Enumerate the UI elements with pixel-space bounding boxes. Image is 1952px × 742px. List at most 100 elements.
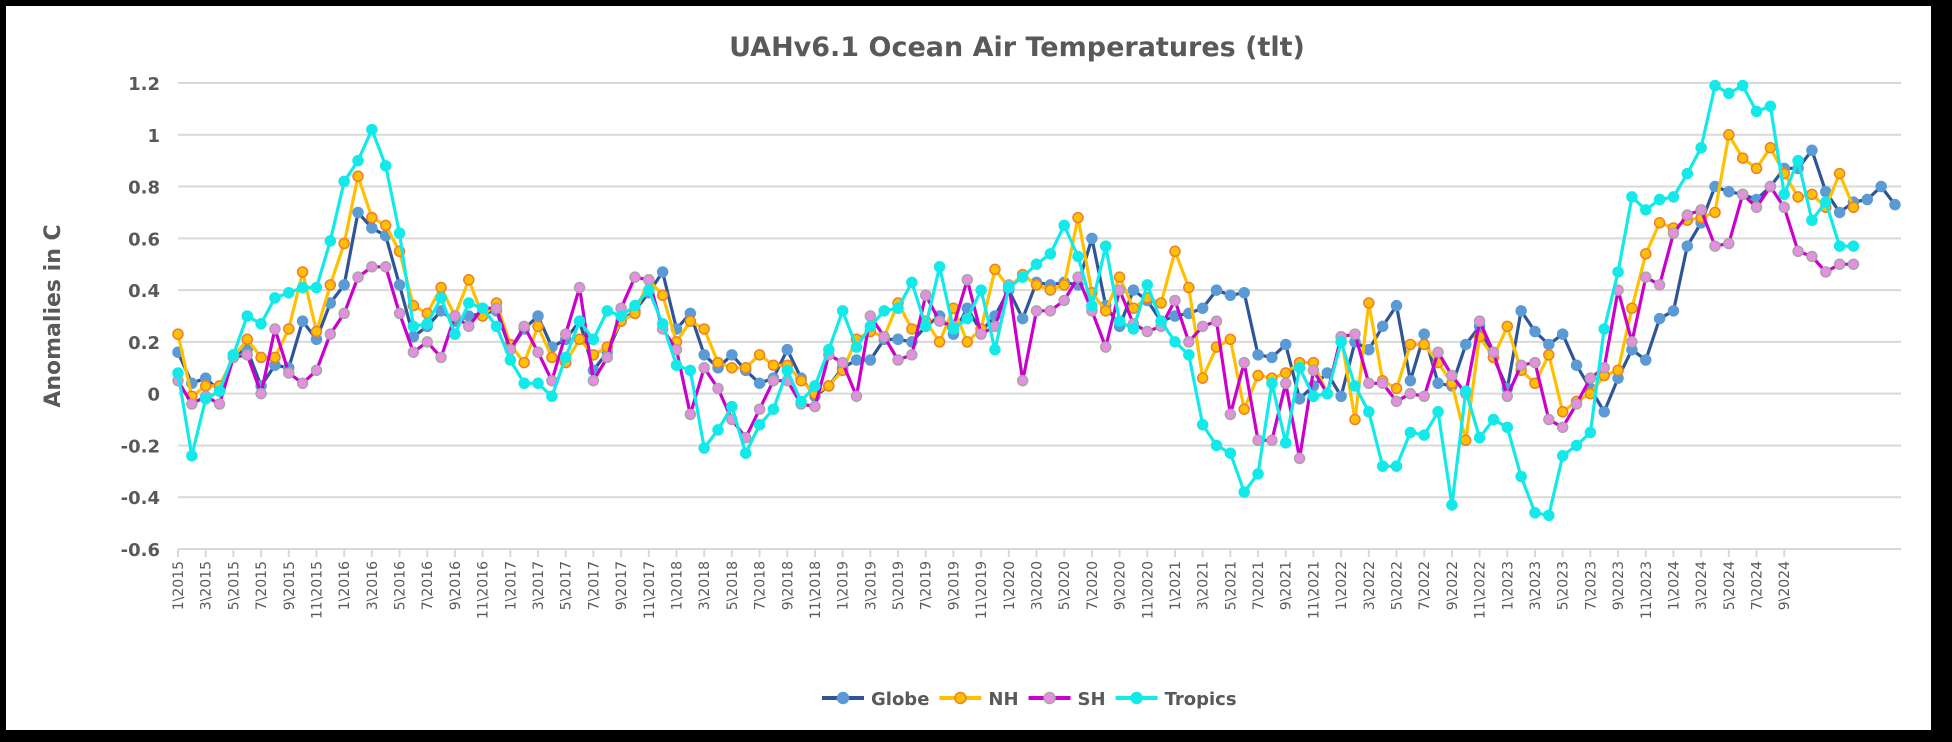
data-point <box>352 154 364 167</box>
data-point <box>1196 418 1209 431</box>
data-point <box>1418 429 1430 441</box>
data-point <box>1653 279 1666 291</box>
data-point <box>1127 284 1140 296</box>
data-point <box>698 349 710 361</box>
x-tick-label: 9\2021 <box>1279 561 1295 610</box>
data-point <box>269 292 281 304</box>
data-point <box>878 330 890 343</box>
data-point <box>1640 248 1652 260</box>
data-point <box>559 328 572 340</box>
data-point <box>1709 240 1721 252</box>
data-point <box>1044 248 1057 260</box>
data-point <box>435 292 447 304</box>
data-point <box>1030 258 1043 270</box>
x-tick-label: 5\2019 <box>891 561 907 610</box>
data-point <box>393 279 406 291</box>
x-tick-label: 7\2020 <box>1085 561 1101 610</box>
data-point <box>573 315 586 327</box>
data-point <box>1750 201 1763 214</box>
data-point <box>892 302 904 314</box>
data-point <box>836 305 849 317</box>
data-point <box>186 398 198 410</box>
data-point <box>1183 281 1195 294</box>
data-point <box>1847 201 1860 214</box>
x-tick-label: 3\2019 <box>863 561 879 610</box>
data-point <box>933 261 946 273</box>
data-point <box>1723 237 1735 250</box>
data-point <box>449 328 461 340</box>
data-point <box>1169 245 1181 258</box>
data-point <box>1806 214 1818 226</box>
data-point <box>656 318 669 330</box>
data-point <box>532 346 544 358</box>
data-point <box>684 408 697 421</box>
data-point <box>989 263 1001 276</box>
legend-item-nh[interactable]: NH <box>939 689 1019 710</box>
series-tropics <box>172 79 1860 522</box>
data-point <box>1238 403 1250 415</box>
data-point <box>1833 167 1846 180</box>
data-point <box>1681 167 1694 180</box>
data-point <box>1432 346 1444 358</box>
data-point <box>1210 284 1223 296</box>
series-line-tropics <box>176 83 1854 517</box>
x-tick-label: 5\2020 <box>1057 561 1073 610</box>
data-point <box>892 354 904 366</box>
data-point <box>1736 188 1749 201</box>
data-point <box>296 315 309 327</box>
data-point <box>919 320 932 333</box>
data-point <box>1543 349 1555 361</box>
data-point <box>1750 105 1763 118</box>
x-tick-label: 3\2023 <box>1528 561 1544 610</box>
data-point <box>283 323 295 335</box>
data-point <box>670 359 683 371</box>
data-point <box>324 235 337 247</box>
data-point <box>241 333 253 346</box>
x-tick-label: 5\2018 <box>725 561 741 610</box>
data-point <box>490 320 503 333</box>
data-point <box>684 315 697 327</box>
data-point <box>421 318 433 330</box>
data-point <box>878 305 890 317</box>
data-point <box>213 385 226 397</box>
data-point <box>1792 245 1804 258</box>
data-point <box>961 312 974 325</box>
data-point <box>449 310 461 322</box>
x-tick-label: 9\2023 <box>1611 561 1627 610</box>
data-point <box>1833 240 1846 252</box>
data-point <box>296 377 309 390</box>
data-point <box>1099 305 1112 317</box>
data-point <box>864 354 877 366</box>
legend: Globe NH SH Tropics <box>822 689 1237 710</box>
data-point <box>1667 227 1680 239</box>
legend-item-sh[interactable]: SH <box>1028 689 1106 710</box>
data-point <box>1653 312 1666 325</box>
data-point <box>1404 426 1417 439</box>
x-tick-label: 11\2020 <box>1140 561 1156 619</box>
data-point <box>767 359 780 371</box>
data-point <box>587 333 600 346</box>
legend-item-tropics[interactable]: Tropics <box>1115 689 1237 710</box>
legend-item-globe[interactable]: Globe <box>822 689 929 710</box>
x-tick-label: 9\2024 <box>1777 561 1793 610</box>
gridlines <box>178 82 1901 550</box>
x-tick-label: 1\2023 <box>1500 561 1516 610</box>
x-tick-label: 11\2021 <box>1306 561 1322 619</box>
data-point <box>1875 180 1887 193</box>
x-tick-label: 3\2022 <box>1362 561 1378 610</box>
data-point <box>753 403 766 415</box>
data-point <box>379 261 392 273</box>
x-tick-label: 3\2024 <box>1694 561 1710 610</box>
x-tick-label: 7\2019 <box>919 561 935 610</box>
data-point <box>1155 297 1167 309</box>
data-point <box>338 175 350 188</box>
data-point <box>1515 470 1527 483</box>
data-point <box>836 356 849 369</box>
data-point <box>1418 338 1430 351</box>
data-point <box>518 356 530 369</box>
x-tick-label: 7\2018 <box>753 561 769 610</box>
data-point <box>947 323 960 335</box>
data-point <box>1266 434 1278 447</box>
data-point <box>615 310 627 322</box>
legend-swatch-marker <box>1130 691 1143 705</box>
